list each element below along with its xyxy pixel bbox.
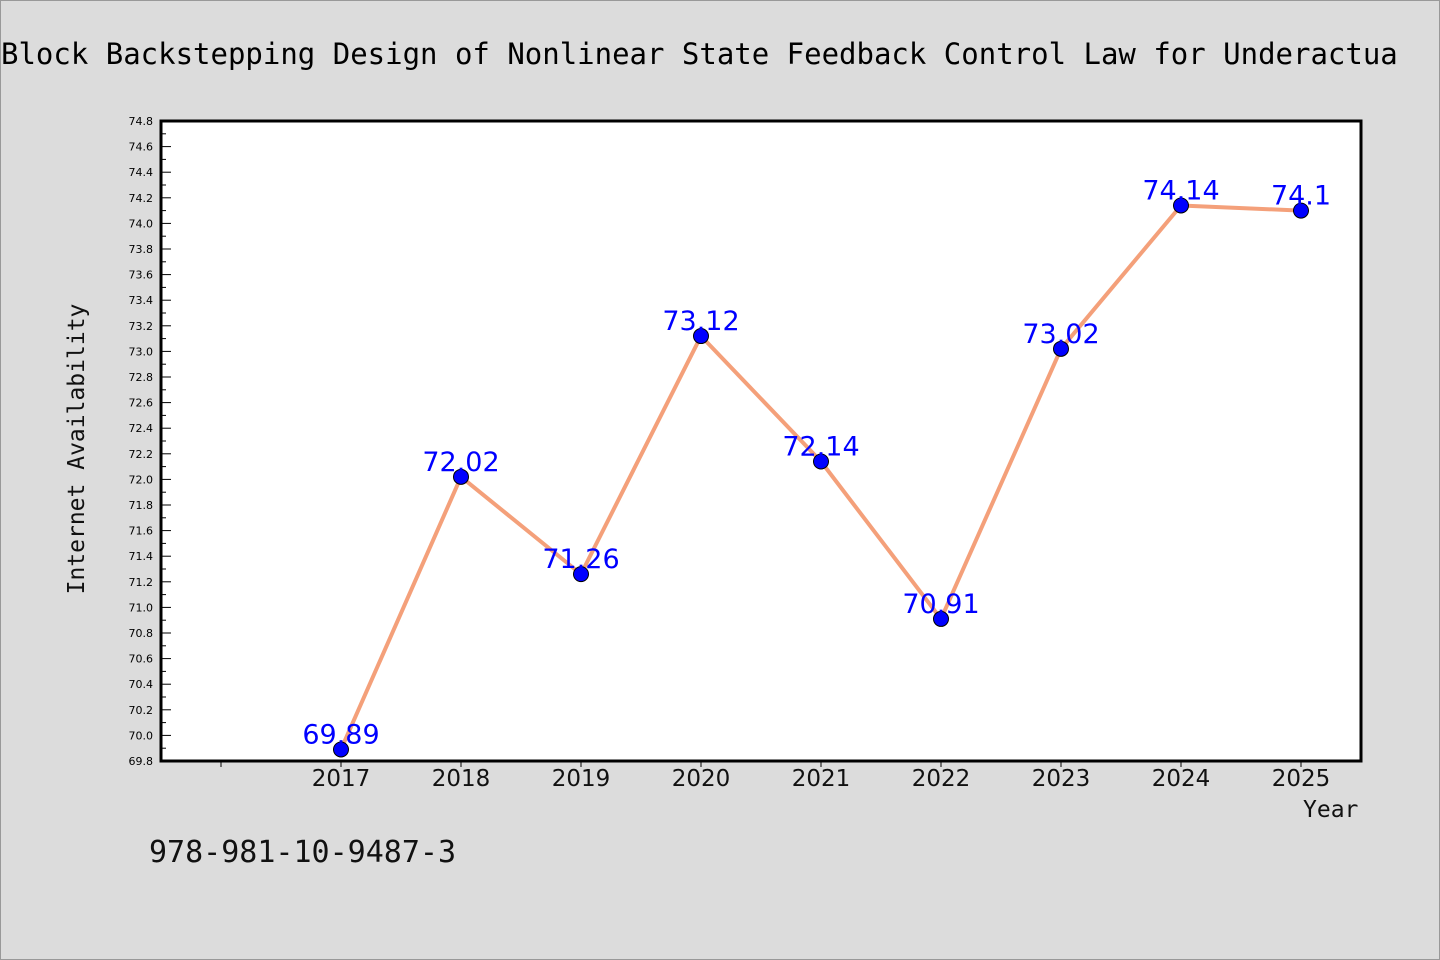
data-point — [453, 468, 469, 485]
y-tick-label: 71.8 — [129, 499, 154, 512]
data-label: 72.14 — [782, 431, 859, 462]
y-tick-label: 71.4 — [129, 550, 154, 563]
y-tick-label: 73.8 — [129, 243, 154, 256]
data-label: 70.91 — [902, 589, 979, 620]
y-tick-label: 70.4 — [129, 678, 154, 691]
x-tick-label: 2019 — [552, 766, 611, 792]
x-tick-label: 2018 — [432, 766, 491, 792]
y-tick-label: 74.6 — [129, 141, 154, 154]
data-label: 72.02 — [422, 447, 499, 478]
y-tick-label: 72.8 — [129, 371, 154, 384]
y-axis-title: Internet Availability — [64, 303, 90, 595]
y-tick-label: 73.4 — [129, 294, 154, 307]
y-tick-label: 71.6 — [129, 525, 154, 538]
x-tick-label: 2017 — [312, 766, 371, 792]
y-tick-label: 70.8 — [129, 627, 154, 640]
data-point — [1173, 197, 1189, 214]
y-tick-label: 70.0 — [129, 729, 154, 742]
x-tick-label: 2025 — [1272, 766, 1331, 792]
plot-area — [159, 119, 1363, 763]
x-tick-label: 2022 — [912, 766, 971, 792]
data-point — [573, 566, 589, 583]
data-point — [933, 610, 949, 627]
y-tick-label: 73.2 — [129, 320, 154, 333]
y-tick-label: 72.0 — [129, 473, 154, 486]
data-label: 69.89 — [302, 719, 379, 750]
data-point — [813, 453, 829, 470]
chart-title: Block Backstepping Design of Nonlinear S… — [1, 37, 1398, 71]
data-label: 73.02 — [1022, 319, 1099, 350]
data-point — [1053, 340, 1069, 357]
data-label: 71.26 — [542, 544, 619, 575]
x-tick-label: 2020 — [672, 766, 731, 792]
data-point — [693, 328, 709, 345]
y-tick-label: 72.4 — [129, 422, 154, 435]
y-tick-label: 70.6 — [129, 653, 154, 666]
y-tick-label: 70.2 — [129, 704, 154, 717]
data-label: 73.12 — [662, 306, 739, 337]
y-tick-label: 72.6 — [129, 397, 154, 410]
data-point — [1293, 202, 1309, 219]
y-tick-label: 73.0 — [129, 345, 154, 358]
y-tick-label: 73.6 — [129, 269, 154, 282]
isbn-text: 978-981-10-9487-3 — [149, 835, 457, 870]
y-tick-label: 71.0 — [129, 601, 154, 614]
y-tick-label: 74.0 — [129, 217, 154, 230]
y-tick-label: 74.4 — [129, 166, 154, 179]
y-tick-label: 74.8 — [129, 115, 154, 128]
y-tick-label: 71.2 — [129, 576, 154, 589]
y-tick-label: 74.2 — [129, 192, 154, 205]
data-label: 74.1 — [1271, 181, 1331, 212]
x-axis-title: Year — [1303, 797, 1359, 823]
x-tick-label: 2021 — [792, 766, 851, 792]
x-tick-label: 2023 — [1032, 766, 1091, 792]
data-label: 74.14 — [1142, 175, 1219, 206]
y-tick-label: 69.8 — [129, 755, 154, 768]
x-tick-label: 2024 — [1152, 766, 1211, 792]
data-point — [333, 741, 349, 758]
y-tick-label: 72.2 — [129, 448, 154, 461]
